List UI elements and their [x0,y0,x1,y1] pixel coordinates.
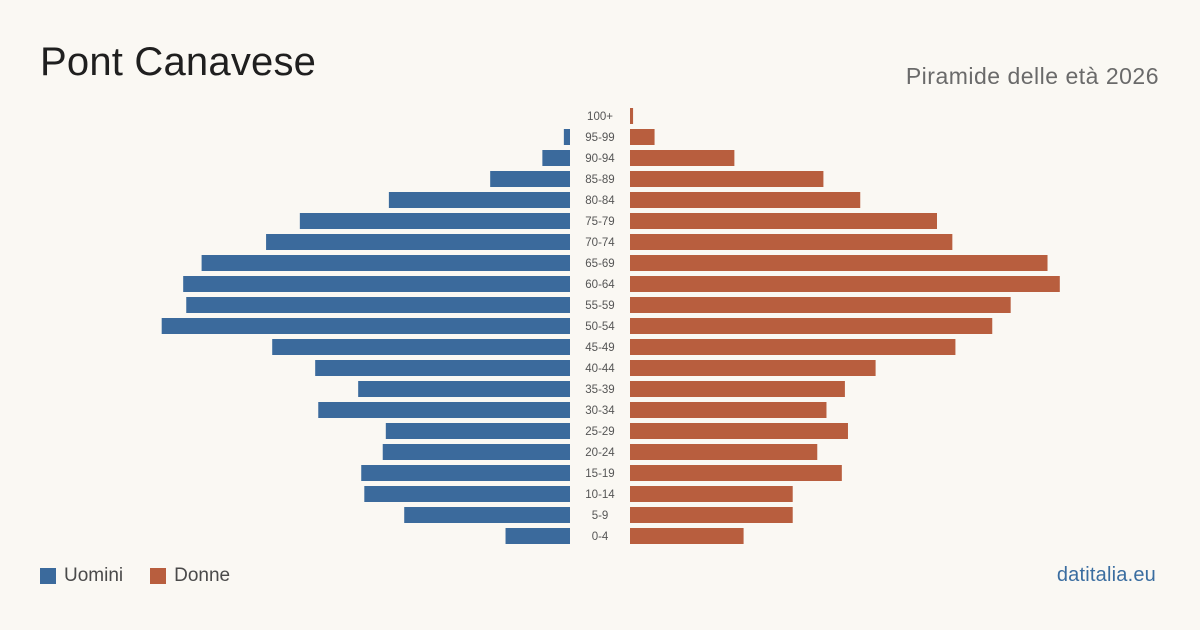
bar-men-25-29 [385,423,570,439]
bar-women-30-34 [630,402,827,418]
bar-men-70-74 [266,234,570,250]
age-label: 10-14 [585,489,615,501]
age-label: 45-49 [585,342,614,354]
age-label: 25-29 [585,426,614,438]
bar-men-60-64 [183,276,570,292]
bar-women-75-79 [630,213,937,229]
chart-subtitle: Piramide delle età 2026 [905,63,1159,89]
legend-swatch-women [150,568,167,584]
bar-men-10-14 [364,486,570,502]
legend-item-men: Uomini [40,565,123,587]
bar-women-15-19 [630,465,842,481]
bar-women-5-9 [630,507,793,523]
age-label: 70-74 [585,237,615,249]
age-label: 100+ [587,111,613,123]
age-label: 75-79 [585,216,614,228]
bar-women-0-4 [630,528,744,544]
bar-men-50-54 [161,318,570,334]
bar-women-80-84 [630,192,861,208]
bar-women-25-29 [630,423,848,439]
bar-women-95-99 [630,129,655,145]
bar-men-65-69 [201,255,570,271]
bar-men-95-99 [563,129,570,145]
age-label: 90-94 [585,153,615,165]
age-label: 20-24 [585,447,615,459]
source-link[interactable]: datitalia.eu [1056,564,1156,586]
bar-women-45-49 [630,339,956,355]
bar-men-80-84 [388,192,570,208]
chart-title: Pont Canavese [40,40,317,84]
bar-men-75-79 [299,213,570,229]
bar-men-55-59 [186,297,570,313]
legend: Uomini Donne [40,565,257,587]
bar-men-45-49 [272,339,570,355]
bar-women-70-74 [630,234,953,250]
bar-men-35-39 [358,381,570,397]
bar-men-5-9 [404,507,570,523]
age-label: 40-44 [585,363,615,375]
bar-women-55-59 [630,297,1011,313]
bar-men-0-4 [505,528,570,544]
legend-item-women: Donne [150,565,230,587]
age-label: 95-99 [585,132,614,144]
legend-swatch-men [40,568,56,584]
legend-label-men: Uomini [64,565,124,586]
bar-women-50-54 [630,318,993,334]
bar-women-40-44 [630,360,876,376]
bar-women-90-94 [630,150,735,166]
age-label: 15-19 [585,468,614,480]
bar-women-10-14 [630,486,793,502]
bar-men-30-34 [318,402,570,418]
bar-women-35-39 [630,381,845,397]
age-label: 55-59 [585,300,614,312]
bar-men-15-19 [361,465,570,481]
bar-women-100+ [630,108,634,124]
bar-men-40-44 [315,360,570,376]
bar-women-20-24 [630,444,818,460]
age-label: 65-69 [585,258,614,270]
bar-women-65-69 [630,255,1048,271]
age-label: 85-89 [585,174,614,186]
age-label: 60-64 [585,279,615,291]
bar-women-60-64 [630,276,1060,292]
age-label: 80-84 [585,195,615,207]
age-label: 30-34 [585,405,615,417]
age-label: 50-54 [585,321,615,333]
age-label: 0-4 [592,531,609,543]
age-label: 35-39 [585,384,614,396]
bar-men-85-89 [490,171,570,187]
bar-men-20-24 [382,444,570,460]
legend-label-women: Donne [174,565,231,586]
bar-women-85-89 [630,171,824,187]
age-label: 5-9 [592,510,609,522]
bar-men-90-94 [542,150,570,166]
